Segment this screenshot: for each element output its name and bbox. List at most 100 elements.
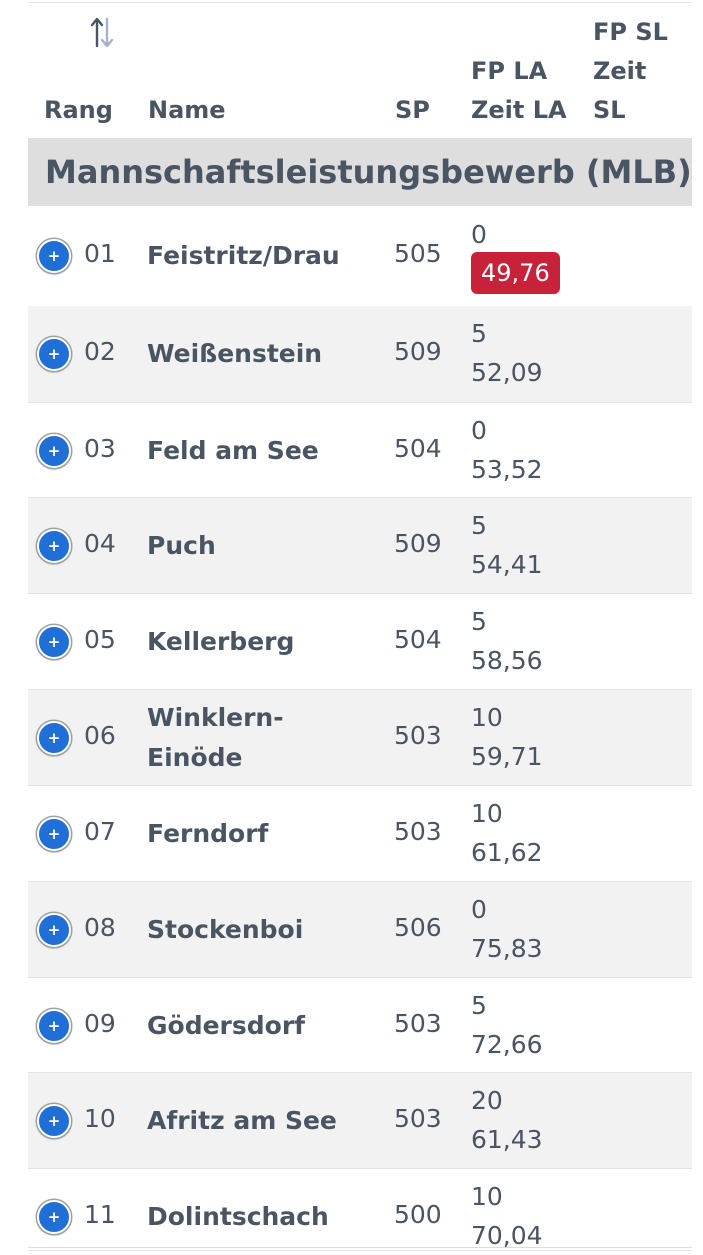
expand-row-button[interactable]: + — [37, 817, 71, 851]
fp-la-cell: 5 — [471, 319, 487, 348]
table-row[interactable]: +09 Gödersdorf 503 5 72,66 — [28, 978, 692, 1073]
time-la-cell: 75,83 — [471, 934, 543, 963]
expand-row-button[interactable]: + — [37, 529, 71, 563]
section-title: Mannschaftsleistungsbewerb (MLB) — [45, 153, 692, 191]
expand-row-button[interactable]: + — [37, 913, 71, 947]
table-row[interactable]: +01 Feistritz/Drau 505 0 49,76 — [28, 206, 692, 307]
time-la-cell: 54,41 — [471, 550, 543, 579]
table-row[interactable]: +05 Kellerberg 504 5 58,56 — [28, 594, 692, 690]
sp-cell: 506 — [394, 913, 442, 942]
name-cell: Winklern- Einöde — [147, 698, 377, 778]
expand-row-button[interactable]: + — [37, 721, 71, 755]
table-row[interactable]: +04 Puch 509 5 54,41 — [28, 498, 692, 594]
name-cell: Dolintschach — [147, 1197, 377, 1237]
sp-cell: 500 — [394, 1200, 442, 1229]
fp-la-cell: 10 — [471, 799, 503, 828]
name-line-1: Afritz am See — [147, 1106, 337, 1135]
plus-icon: + — [47, 1016, 61, 1035]
sp-cell: 505 — [394, 239, 442, 268]
sp-cell: 503 — [394, 817, 442, 846]
column-header-fp-sl-line2[interactable]: Zeit — [593, 57, 647, 85]
expand-row-button[interactable]: + — [37, 434, 71, 468]
time-la-cell: 72,66 — [471, 1030, 543, 1059]
rank-cell: 02 — [84, 337, 116, 366]
time-la-cell: 61,43 — [471, 1125, 543, 1154]
rank-cell: 08 — [84, 913, 116, 942]
column-header-sp[interactable]: SP — [395, 96, 430, 124]
rank-cell: 01 — [84, 239, 116, 268]
plus-icon: + — [47, 920, 61, 939]
time-la-cell: 58,56 — [471, 646, 543, 675]
rank-cell: 05 — [84, 625, 116, 654]
name-cell: Gödersdorf — [147, 1006, 377, 1046]
plus-icon: + — [47, 344, 61, 363]
table-bottom-border — [28, 1247, 692, 1248]
column-header-fp-sl-line1[interactable]: FP SL — [593, 18, 668, 46]
time-la-cell: 70,04 — [471, 1221, 543, 1250]
rank-cell: 03 — [84, 434, 116, 463]
name-line-1: Weißenstein — [147, 339, 323, 368]
name-cell: Afritz am See — [147, 1101, 377, 1141]
fp-la-cell: 10 — [471, 703, 503, 732]
name-line-1: Winklern- — [147, 703, 284, 732]
rank-cell: 10 — [84, 1104, 116, 1133]
name-cell: Weißenstein — [147, 334, 377, 374]
column-header-name[interactable]: Name — [148, 96, 226, 124]
rank-cell: 07 — [84, 817, 116, 846]
fp-la-cell: 5 — [471, 511, 487, 540]
name-line-1: Stockenboi — [147, 915, 304, 944]
name-line-1: Feld am See — [147, 436, 319, 465]
name-cell: Kellerberg — [147, 622, 377, 662]
plus-icon: + — [47, 536, 61, 555]
plus-icon: + — [47, 728, 61, 747]
column-header-rank[interactable]: Rang — [44, 96, 113, 124]
plus-icon: + — [47, 824, 61, 843]
table-row[interactable]: +06 Winklern- Einöde 503 10 59,71 — [28, 690, 692, 786]
rank-cell: 06 — [84, 721, 116, 750]
name-line-2: Einöde — [147, 743, 243, 772]
sp-cell: 504 — [394, 625, 442, 654]
name-line-1: Dolintschach — [147, 1202, 329, 1231]
sp-cell: 509 — [394, 337, 442, 366]
column-header-fp-la-line1[interactable]: FP LA — [471, 57, 548, 85]
best-time-badge: 49,76 — [471, 252, 560, 294]
fp-la-cell: 5 — [471, 991, 487, 1020]
expand-row-button[interactable]: + — [37, 1009, 71, 1043]
table-row[interactable]: +08 Stockenboi 506 0 75,83 — [28, 882, 692, 978]
plus-icon: + — [47, 246, 61, 265]
time-la-cell: 53,52 — [471, 455, 543, 484]
expand-row-button[interactable]: + — [37, 1200, 71, 1234]
table-row[interactable]: +10 Afritz am See 503 20 61,43 — [28, 1073, 692, 1169]
column-header-fp-sl-line3[interactable]: SL — [593, 96, 626, 124]
name-line-1: Feistritz/Drau — [147, 241, 340, 270]
expand-row-button[interactable]: + — [37, 239, 71, 273]
plus-icon: + — [47, 441, 61, 460]
section-header: Mannschaftsleistungsbewerb (MLB) — [28, 138, 692, 206]
table-row[interactable]: +07 Ferndorf 503 10 61,62 — [28, 786, 692, 882]
sp-cell: 509 — [394, 529, 442, 558]
table-row[interactable]: +02 Weißenstein 509 5 52,09 — [28, 306, 692, 403]
table-top-border — [28, 2, 692, 3]
fp-la-cell: 0 — [471, 220, 487, 249]
column-header-fp-la-line2[interactable]: Zeit LA — [471, 96, 567, 124]
sp-cell: 503 — [394, 1009, 442, 1038]
expand-row-button[interactable]: + — [37, 625, 71, 659]
time-la-cell: 52,09 — [471, 358, 543, 387]
name-cell: Ferndorf — [147, 814, 377, 854]
sp-cell: 503 — [394, 1104, 442, 1133]
table-row[interactable]: +11 Dolintschach 500 10 70,04 — [28, 1169, 692, 1251]
time-la-cell: 59,71 — [471, 742, 543, 771]
sort-arrows-icon[interactable] — [90, 16, 114, 48]
sp-cell: 503 — [394, 721, 442, 750]
fp-la-cell: 10 — [471, 1182, 503, 1211]
fp-la-cell: 20 — [471, 1086, 503, 1115]
expand-row-button[interactable]: + — [37, 337, 71, 371]
time-la-cell: 61,62 — [471, 838, 543, 867]
rank-cell: 11 — [84, 1200, 116, 1229]
expand-row-button[interactable]: + — [37, 1104, 71, 1138]
fp-la-cell: 5 — [471, 607, 487, 636]
table-row[interactable]: +03 Feld am See 504 0 53,52 — [28, 403, 692, 498]
name-cell: Puch — [147, 526, 377, 566]
rank-cell: 04 — [84, 529, 116, 558]
name-line-1: Kellerberg — [147, 627, 295, 656]
